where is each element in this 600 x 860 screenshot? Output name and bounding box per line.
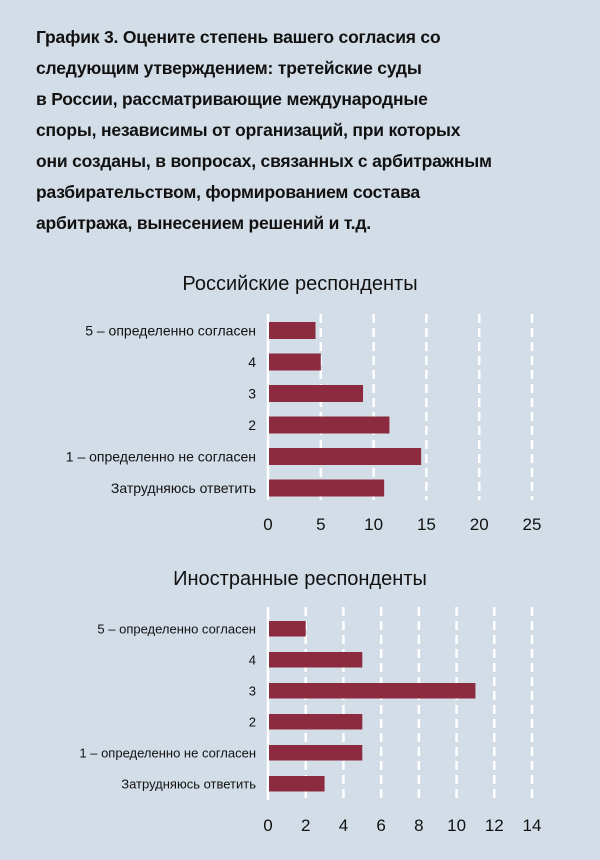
bar [269, 714, 363, 730]
chart-title: Российские респонденты [182, 273, 417, 295]
tick-label: 0 [263, 515, 272, 534]
tick-label: 10 [364, 515, 383, 534]
category-label: Затрудняюсь ответить [111, 480, 256, 496]
bar [269, 652, 363, 668]
tick-label: 2 [301, 816, 310, 835]
category-label: 2 [248, 417, 256, 433]
heading-line: График 3. Оцените степень вашего согласи… [36, 27, 441, 47]
heading-line: разбирательством, формированием состава [36, 182, 420, 202]
bar [269, 448, 422, 465]
chart-heading: График 3. Оцените степень вашего согласи… [36, 22, 556, 239]
tick-label: 25 [523, 515, 542, 534]
heading-line: следующим утверждением: третейские суды [36, 58, 422, 78]
heading-line: арбитража, вынесением решений и т.д. [36, 213, 371, 233]
category-label: 4 [249, 652, 256, 667]
category-label: 2 [249, 714, 256, 729]
bar [269, 683, 476, 699]
heading-line: они созданы, в вопросах, связанных с арб… [36, 151, 492, 171]
bar [269, 416, 390, 434]
heading-line: в России, рассматривающие международные [36, 89, 428, 109]
bar [269, 776, 325, 792]
russian-respondents-chart: Российские респонденты 5 – определенно со… [66, 273, 542, 534]
tick-label: 12 [485, 816, 504, 835]
tick-label: 4 [339, 816, 348, 835]
category-label: 3 [249, 683, 256, 698]
category-label: 1 – определенно не согласен [79, 745, 256, 760]
category-label: 5 – определенно согласен [97, 621, 256, 636]
category-label: 5 – определенно согласен [85, 323, 256, 339]
chart-title: Иностранные респонденты [173, 568, 427, 590]
category-label: Затрудняюсь ответить [121, 776, 256, 791]
heading-line: споры, независимы от организаций, при ко… [36, 120, 461, 140]
category-label: 4 [248, 354, 256, 370]
tick-label: 0 [263, 816, 272, 835]
bar [269, 385, 364, 402]
bar [269, 745, 363, 761]
bar [269, 322, 316, 339]
tick-label: 20 [470, 515, 489, 534]
category-label: 1 – определенно не согласен [66, 449, 256, 465]
foreign-respondents-chart: Иностранные респонденты 5 – определенно с… [79, 568, 542, 835]
tick-label: 15 [417, 515, 436, 534]
tick-label: 14 [523, 816, 542, 835]
tick-label: 5 [316, 515, 325, 534]
bar [269, 479, 385, 497]
category-label: 3 [248, 386, 256, 402]
tick-label: 6 [376, 816, 385, 835]
bar [269, 353, 321, 371]
tick-label: 8 [414, 816, 423, 835]
bar [269, 621, 306, 637]
tick-label: 10 [447, 816, 466, 835]
